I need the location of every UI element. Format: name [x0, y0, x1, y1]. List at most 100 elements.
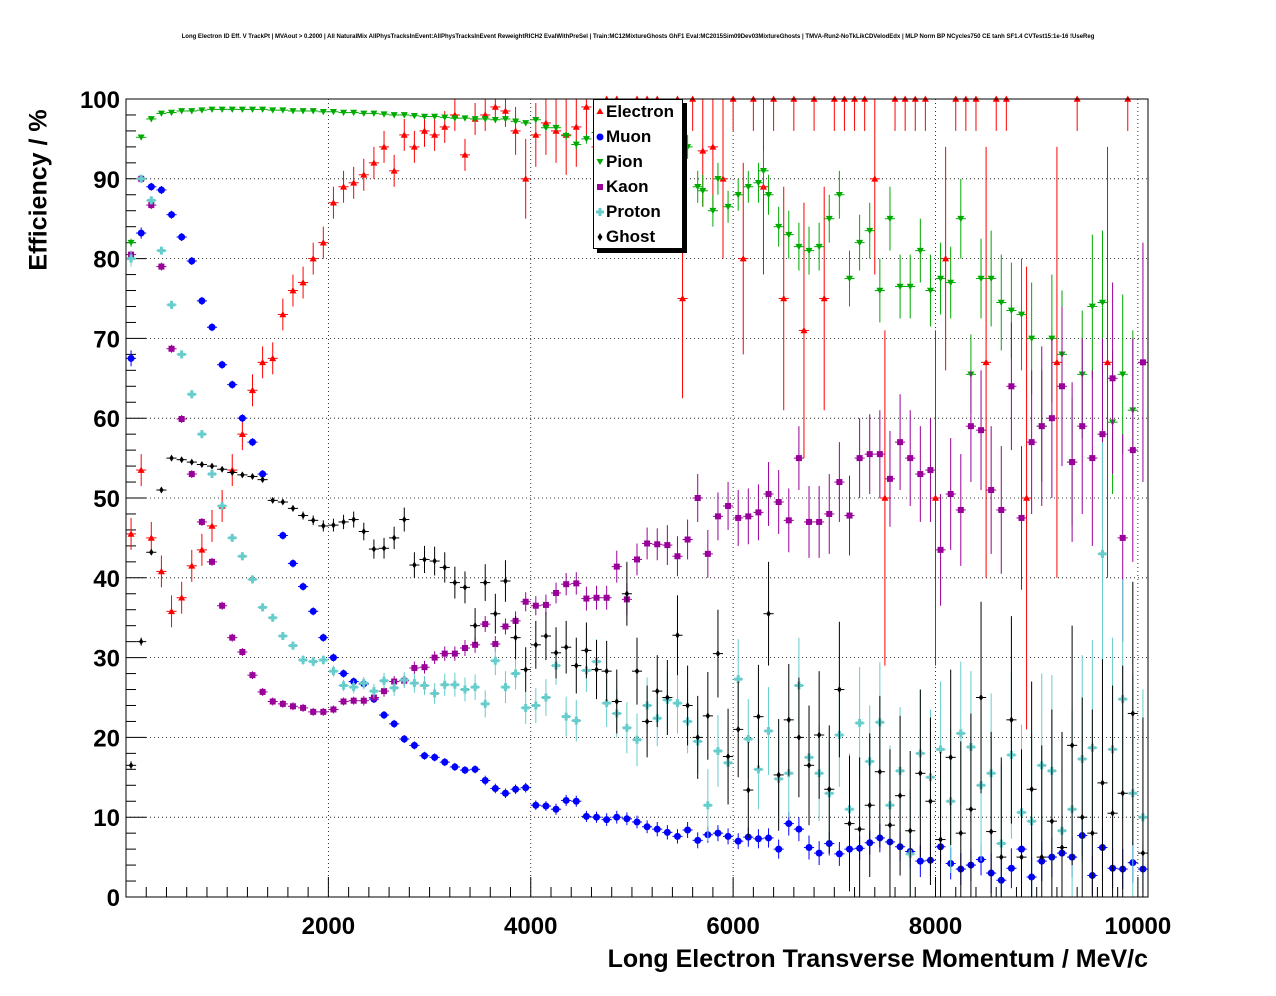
triangle-up-marker — [709, 143, 717, 150]
data-point — [864, 414, 875, 495]
data-point — [970, 95, 982, 131]
triangle-down-marker — [572, 141, 580, 148]
cross-marker — [137, 174, 146, 183]
diamond-marker — [675, 631, 680, 639]
triangle-up-marker — [340, 183, 348, 190]
circle-marker — [916, 857, 924, 865]
diamond-marker — [371, 545, 377, 553]
cross-marker — [511, 669, 520, 678]
circle-marker — [491, 784, 499, 792]
triangle-up-marker — [942, 255, 950, 262]
data-point — [803, 486, 815, 558]
data-point — [1117, 294, 1128, 455]
data-point — [348, 109, 359, 117]
data-point — [869, 99, 880, 275]
diamond-marker — [219, 465, 225, 473]
square-marker — [806, 518, 813, 525]
data-point — [773, 206, 784, 247]
square-marker — [522, 598, 529, 605]
data-point — [854, 214, 865, 271]
data-point — [227, 380, 238, 389]
data-point — [682, 665, 693, 746]
data-point — [884, 749, 896, 897]
circle-marker — [279, 532, 287, 540]
square-marker — [917, 471, 924, 478]
data-point — [247, 575, 258, 584]
data-point — [298, 582, 309, 591]
data-point — [247, 671, 258, 680]
data-point — [1021, 266, 1032, 730]
diamond-marker — [624, 590, 630, 598]
data-point — [328, 518, 339, 532]
y-tick-label: 50 — [93, 486, 120, 513]
square-marker — [634, 556, 640, 563]
data-point — [287, 702, 299, 711]
data-point — [707, 194, 718, 227]
x-tick-label: 6000 — [706, 913, 759, 940]
triangle-down-marker — [724, 203, 732, 211]
data-point — [166, 595, 177, 628]
triangle-down-marker — [1119, 371, 1127, 378]
circle-marker — [289, 559, 297, 567]
data-point — [378, 111, 390, 118]
triangle-down-marker — [421, 113, 429, 121]
data-point — [126, 761, 137, 770]
data-point — [146, 182, 157, 191]
data-point — [429, 683, 440, 704]
data-point — [298, 703, 309, 712]
data-point — [945, 246, 956, 319]
square-marker — [350, 697, 357, 704]
data-point — [470, 765, 481, 774]
circle-marker — [835, 850, 843, 858]
data-point — [368, 539, 379, 559]
data-point — [702, 769, 713, 842]
data-point — [206, 557, 218, 566]
data-point — [561, 794, 572, 807]
square-marker — [553, 589, 560, 596]
data-point — [540, 594, 551, 616]
square-marker — [967, 423, 974, 430]
triangle-up-marker — [532, 131, 540, 138]
triangle-up-marker — [259, 358, 267, 366]
square-marker — [330, 706, 337, 713]
cross-marker — [541, 693, 550, 702]
square-marker — [755, 509, 762, 516]
data-point — [1036, 745, 1047, 897]
data-point — [480, 99, 491, 131]
square-marker — [735, 514, 742, 521]
cross-marker — [309, 657, 318, 666]
data-point — [227, 468, 238, 476]
diamond-marker — [776, 771, 781, 779]
data-point — [819, 186, 830, 411]
triangle-up-marker — [157, 567, 165, 575]
circle-marker — [329, 654, 337, 662]
square-marker — [613, 563, 620, 570]
data-point — [1077, 697, 1088, 897]
triangle-up-marker — [370, 159, 378, 166]
data-point — [176, 456, 187, 464]
data-point — [1051, 146, 1062, 578]
triangle-down-marker — [845, 275, 853, 283]
triangle-down-marker — [299, 108, 307, 115]
data-point — [753, 484, 764, 541]
data-point — [824, 194, 835, 243]
data-point — [409, 661, 420, 675]
cross-marker — [177, 350, 186, 359]
data-point — [986, 426, 997, 554]
triangle-down-marker — [947, 279, 955, 287]
triangle-up-marker — [679, 295, 687, 302]
circle-marker — [168, 211, 176, 219]
circle-marker — [663, 828, 671, 836]
cross-marker — [622, 723, 631, 732]
data-point — [1137, 242, 1148, 483]
data-point — [581, 99, 592, 139]
data-point — [257, 346, 268, 379]
x-tick-label: 4000 — [504, 913, 557, 940]
data-point — [480, 775, 491, 786]
data-point — [672, 536, 683, 577]
data-point — [1016, 258, 1027, 371]
legend-entry-kaon: Kaon — [594, 175, 682, 199]
data-point — [480, 690, 491, 718]
triangle-up-marker — [410, 143, 418, 150]
diamond-marker — [230, 468, 235, 476]
